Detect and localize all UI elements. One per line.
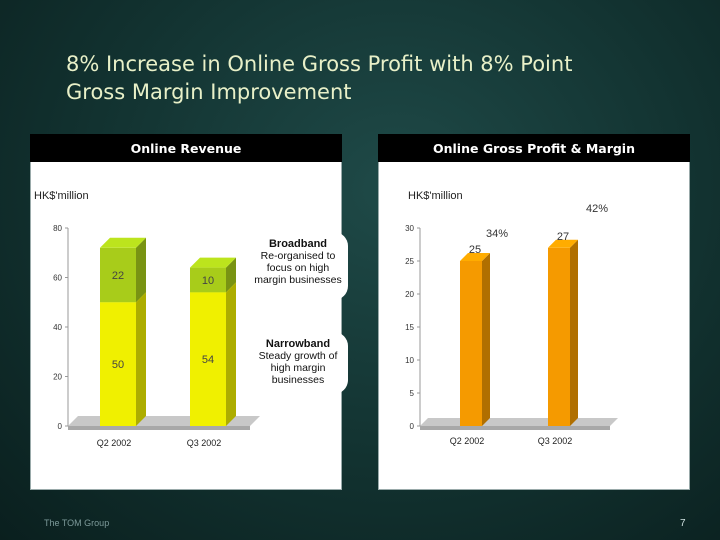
slide-title: 8% Increase in Online Gross Profit with … <box>66 50 666 106</box>
narrowband-callout-title: Narrowband <box>265 338 331 350</box>
chart-floor <box>420 418 618 426</box>
y-tick-label: 60 <box>53 274 62 283</box>
bar-gross-profit-1-front <box>548 247 570 426</box>
narrowband-callout-text: Steady growth of high margin businesses <box>258 350 338 386</box>
bar-narrowband-0-front <box>100 302 136 426</box>
y-tick-label: 20 <box>405 290 414 299</box>
bar-gross-profit-0-top <box>460 253 490 261</box>
y-tick-label: 40 <box>53 323 62 332</box>
x-tick-label: Q3 2002 <box>187 438 222 448</box>
x-tick-label: Q3 2002 <box>538 436 573 446</box>
slide-title-line1: 8% Increase in Online Gross Profit with … <box>66 52 573 76</box>
data-label: 50 <box>112 359 124 371</box>
broadband-callout-text: Re-organised to focus on high margin bus… <box>254 250 342 286</box>
online-revenue-header: Online Revenue <box>30 134 342 162</box>
y-tick-label: 0 <box>410 422 415 431</box>
y-tick-label: 10 <box>405 356 414 365</box>
y-tick-label: 15 <box>405 323 414 332</box>
chart-floor-edge <box>420 426 610 430</box>
bar-narrowband-0-side <box>136 292 146 426</box>
bar-gross-profit-0-front <box>460 261 482 426</box>
y-tick-label: 30 <box>405 224 414 233</box>
bar-broadband-1-top <box>190 257 236 268</box>
data-label: 27 <box>557 231 569 243</box>
slide-title-line2: Gross Margin Improvement <box>66 80 352 104</box>
y-tick-label: 25 <box>405 257 414 266</box>
bar-broadband-0-front <box>100 247 136 303</box>
data-label: 10 <box>202 275 214 287</box>
chart-floor-edge <box>68 426 250 430</box>
narrowband-callout: Narrowband Steady growth of high margin … <box>248 332 348 394</box>
y-tick-label: 0 <box>58 422 63 431</box>
x-tick-label: Q2 2002 <box>450 436 485 446</box>
broadband-callout: Broadband Re-organised to focus on high … <box>248 232 348 300</box>
bar-gross-profit-1-top <box>548 239 578 248</box>
gross-profit-chart: 0 5 10 15 20 25 30 25 34% Q2 2002 27 42% Q3 2002 <box>405 203 618 446</box>
x-tick-label: Q2 2002 <box>97 438 132 448</box>
bar-gross-profit-0-side <box>482 253 490 426</box>
bar-broadband-0-top <box>100 237 146 248</box>
bar-narrowband-1-side <box>226 282 236 426</box>
data-label: 25 <box>469 244 481 256</box>
y-tick-label: 80 <box>53 224 62 233</box>
margin-label: 34% <box>486 228 508 240</box>
page-number: 7 <box>680 518 686 529</box>
y-tick-label: 20 <box>53 373 62 382</box>
tom-group-logo: The TOM Group <box>44 518 110 528</box>
online-revenue-unit: HK$'million <box>34 190 89 202</box>
margin-label: 42% <box>586 203 608 215</box>
y-tick-label: 5 <box>410 389 415 398</box>
data-label: 54 <box>202 354 214 366</box>
gross-profit-unit: HK$'million <box>408 190 463 202</box>
data-label: 22 <box>112 270 124 282</box>
broadband-callout-title: Broadband <box>268 238 328 250</box>
online-revenue-panel <box>30 160 342 490</box>
bar-narrowband-1-front <box>190 292 226 426</box>
gross-profit-panel <box>378 160 690 490</box>
bar-broadband-1-front <box>190 267 226 293</box>
bar-gross-profit-1-side <box>570 239 578 426</box>
gross-profit-header: Online Gross Profit & Margin <box>378 134 690 162</box>
bar-broadband-0-side <box>136 237 146 303</box>
bar-broadband-1-side <box>226 257 236 293</box>
online-revenue-chart: 0 20 40 60 80 50 22 Q2 2002 54 10 Q3 2002 <box>53 224 260 448</box>
